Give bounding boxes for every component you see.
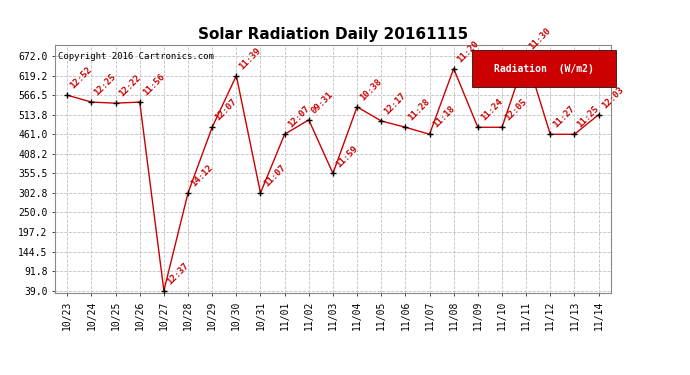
Text: 10:38: 10:38 <box>358 77 384 102</box>
Text: 11:25: 11:25 <box>575 105 601 130</box>
Text: 11:30: 11:30 <box>527 26 553 52</box>
Text: 12:07: 12:07 <box>213 98 239 123</box>
Text: 11:18: 11:18 <box>431 105 456 130</box>
Text: 12:37: 12:37 <box>165 261 190 286</box>
Text: 11:28: 11:28 <box>406 98 432 123</box>
Text: 12:25: 12:25 <box>92 72 118 98</box>
Text: 11:27: 11:27 <box>551 105 577 130</box>
Text: Copyright 2016 Cartronics.com: Copyright 2016 Cartronics.com <box>58 53 214 62</box>
Text: 11:07: 11:07 <box>262 163 287 189</box>
FancyBboxPatch shape <box>472 50 616 87</box>
Title: Solar Radiation Daily 20161115: Solar Radiation Daily 20161115 <box>198 27 468 42</box>
Text: 11:39: 11:39 <box>237 46 263 71</box>
Text: 11:59: 11:59 <box>334 144 359 169</box>
Text: 12:17: 12:17 <box>382 91 408 117</box>
Text: 11:20: 11:20 <box>455 39 480 64</box>
Text: 12:03: 12:03 <box>600 85 625 110</box>
Text: 09:31: 09:31 <box>310 90 335 116</box>
Text: Radiation  (W/m2): Radiation (W/m2) <box>494 63 594 74</box>
Text: 14:12: 14:12 <box>189 163 215 189</box>
Text: 12:07: 12:07 <box>286 105 311 130</box>
Text: 12:22: 12:22 <box>117 74 142 99</box>
Text: 12:05: 12:05 <box>503 98 529 123</box>
Text: 11:24: 11:24 <box>479 98 504 123</box>
Text: 12:52: 12:52 <box>68 65 94 91</box>
Text: 11:56: 11:56 <box>141 72 166 98</box>
